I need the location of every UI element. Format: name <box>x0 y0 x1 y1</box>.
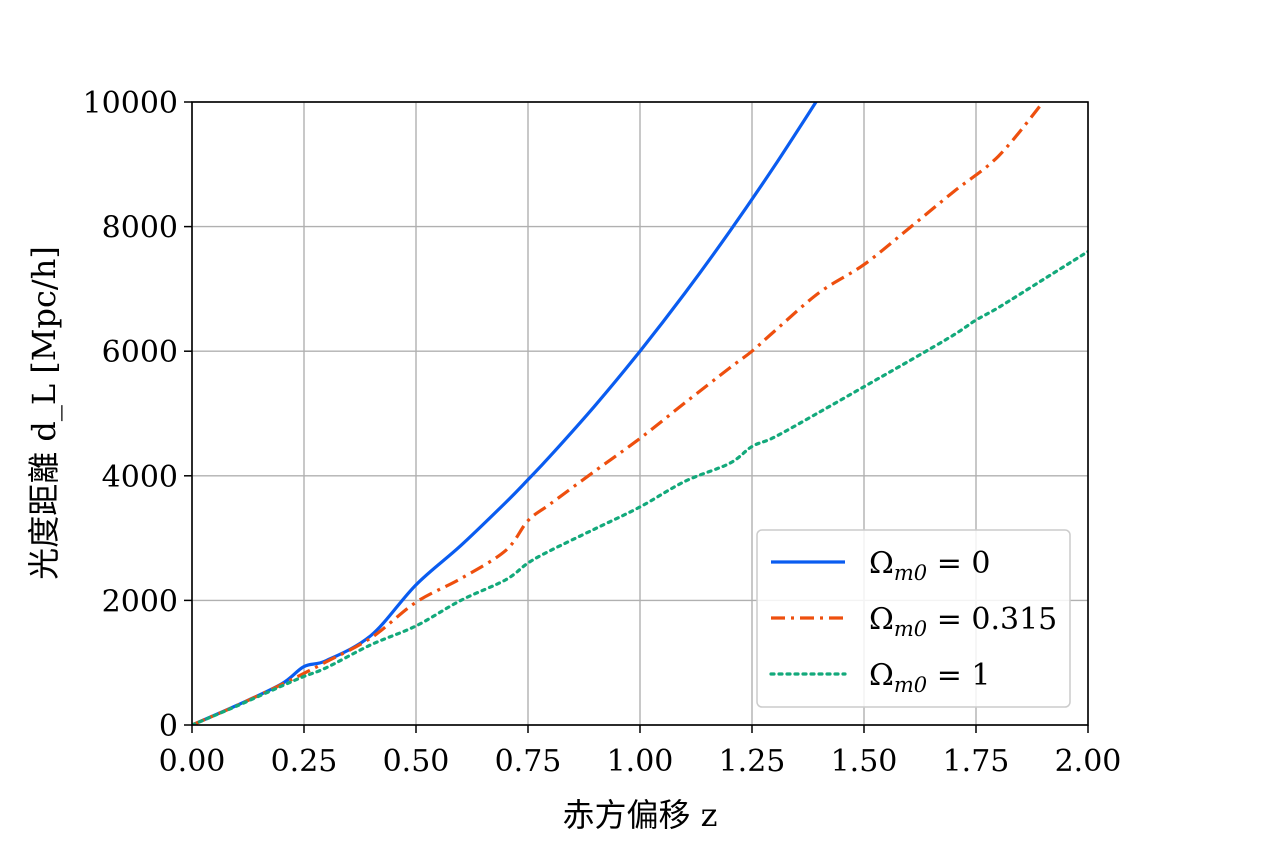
series-line-2 <box>192 249 1088 725</box>
legend-label-2: Ωm0 = 1 <box>869 658 990 697</box>
x-axis-label: 赤方偏移 z <box>562 796 717 834</box>
y-tick-label: 10000 <box>83 86 178 121</box>
legend: Ωm0 = 0 Ωm0 = 0.315 Ωm0 = 1 <box>756 529 1071 708</box>
legend-label-1: Ωm0 = 0.315 <box>869 602 1057 641</box>
series-line-0 <box>192 102 818 725</box>
x-tick-label: 0.25 <box>271 744 338 779</box>
y-tick-label: 2000 <box>102 584 178 619</box>
y-tick-label: 8000 <box>102 211 178 246</box>
legend-frame <box>756 529 1071 708</box>
series-line-1 <box>192 102 1045 725</box>
x-tick-label: 1.00 <box>607 744 674 779</box>
y-axis-label: 光度距離 d_L [Mpc/h] <box>25 246 63 580</box>
x-tick-label: 1.25 <box>719 744 786 779</box>
x-tick-label: 1.50 <box>831 744 898 779</box>
y-tick-label: 4000 <box>102 460 178 495</box>
legend-label-0: Ωm0 = 0 <box>869 546 990 585</box>
x-tick-label: 0.75 <box>495 744 562 779</box>
x-tick-label: 0.50 <box>383 744 450 779</box>
y-tick-label: 6000 <box>102 335 178 370</box>
x-tick-label: 0.00 <box>159 744 226 779</box>
series-lines <box>192 102 1088 725</box>
x-tick-label: 1.75 <box>943 744 1010 779</box>
axis-ticks: 0.00 0.25 0.50 0.75 1.00 1.25 1.50 1.75 2.00 0 200… <box>83 86 1122 779</box>
y-tick-label: 0 <box>159 709 178 744</box>
x-tick-label: 2.00 <box>1055 744 1122 779</box>
